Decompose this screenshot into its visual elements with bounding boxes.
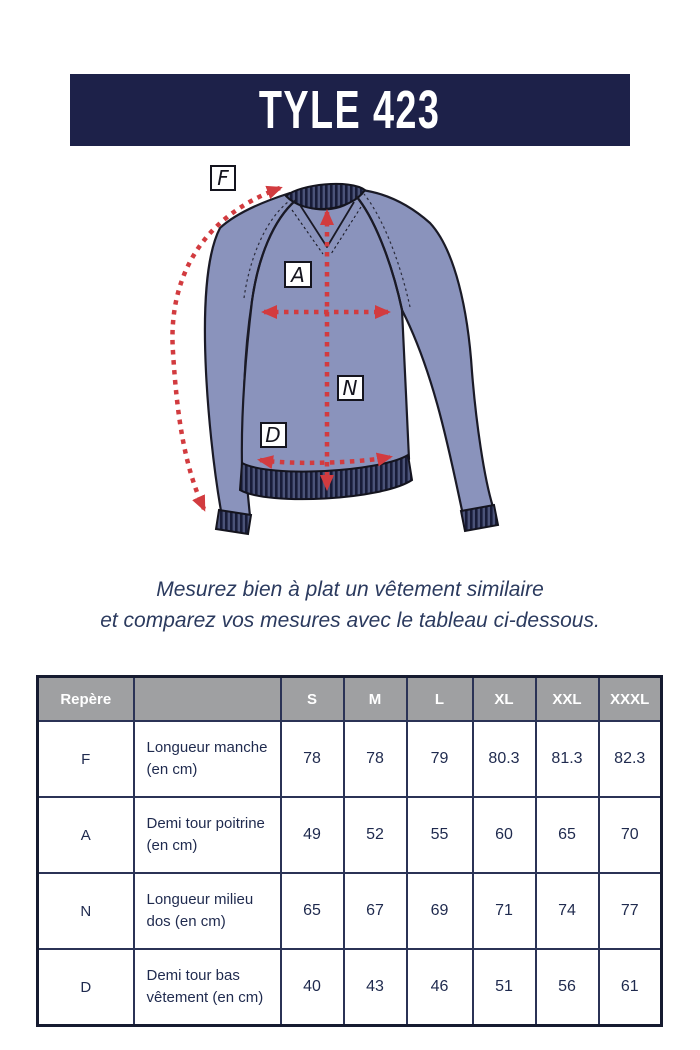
neck-v-stitches-right bbox=[330, 206, 362, 255]
measuring-instructions: Mesurez bien à plat un vêtement similair… bbox=[0, 574, 700, 636]
measure-label-N-text: N bbox=[343, 376, 358, 400]
garment-measure-diagram: F A N D bbox=[140, 160, 560, 570]
cell-value: 78 bbox=[342, 720, 408, 798]
measure-arrow-F bbox=[170, 185, 283, 512]
measure-label-F-text: F bbox=[217, 166, 229, 190]
cell-value: 78 bbox=[279, 720, 345, 798]
table-row-N: N Longueur milieu dos (en cm) 65 67 69 7… bbox=[36, 872, 663, 950]
cell-value: 82.3 bbox=[597, 720, 663, 798]
cell-value: 79 bbox=[405, 720, 474, 798]
cell-value: 69 bbox=[405, 872, 474, 950]
header-size-l: L bbox=[405, 675, 474, 722]
size-table-header-row: Repère S M L XL XXL XXXL bbox=[36, 675, 663, 722]
row-key: D bbox=[36, 948, 135, 1027]
cell-value: 67 bbox=[342, 872, 408, 950]
table-row-F: F Longueur manche (en cm) 78 78 79 80.3 … bbox=[36, 720, 663, 798]
measure-label-D: D bbox=[260, 422, 287, 448]
header-size-xxxl: XXXL bbox=[597, 675, 663, 722]
header-size-xxl: XXL bbox=[534, 675, 600, 722]
cell-value: 49 bbox=[279, 796, 345, 874]
row-key: F bbox=[36, 720, 135, 798]
cell-value: 80.3 bbox=[471, 720, 537, 798]
left-cuff-ribbing bbox=[214, 508, 253, 536]
cell-value: 52 bbox=[342, 796, 408, 874]
style-title: TYLE 423 bbox=[259, 80, 441, 140]
instruction-line-1: Mesurez bien à plat un vêtement similair… bbox=[156, 578, 544, 601]
measure-label-F: F bbox=[210, 165, 236, 191]
row-label: Demi tour bas vêtement (en cm) bbox=[132, 948, 282, 1027]
row-key: A bbox=[36, 796, 135, 874]
neck-v-stitches-left bbox=[291, 209, 324, 255]
right-raglan-stitches bbox=[363, 193, 411, 308]
cell-value: 60 bbox=[471, 796, 537, 874]
table-row-A: A Demi tour poitrine (en cm) 49 52 55 60… bbox=[36, 796, 663, 874]
cell-value: 81.3 bbox=[534, 720, 600, 798]
instruction-line-2: et comparez vos mesures avec le tableau … bbox=[100, 609, 600, 632]
cell-value: 51 bbox=[471, 948, 537, 1027]
header-repere: Repère bbox=[36, 675, 135, 722]
header-size-m: M bbox=[342, 675, 408, 722]
cell-value: 40 bbox=[279, 948, 345, 1027]
header-size-s: S bbox=[279, 675, 345, 722]
cell-value: 55 bbox=[405, 796, 474, 874]
measure-arrow-D bbox=[257, 452, 393, 470]
size-table: Repère S M L XL XXL XXXL F Longueur manc… bbox=[36, 675, 663, 1027]
row-label: Demi tour poitrine (en cm) bbox=[132, 796, 282, 874]
header-size-xl: XL bbox=[471, 675, 537, 722]
sweatshirt-illustration: F A N D bbox=[170, 165, 500, 536]
row-label: Longueur manche (en cm) bbox=[132, 720, 282, 798]
collar-ribbing bbox=[284, 182, 367, 210]
cell-value: 74 bbox=[534, 872, 600, 950]
right-raglan-seam bbox=[355, 195, 403, 311]
cell-value: 43 bbox=[342, 948, 408, 1027]
cell-value: 56 bbox=[534, 948, 600, 1027]
header-empty bbox=[132, 675, 282, 722]
measure-label-A: A bbox=[284, 261, 312, 288]
row-key: N bbox=[36, 872, 135, 950]
cell-value: 71 bbox=[471, 872, 537, 950]
measure-label-D-text: D bbox=[265, 423, 280, 447]
cell-value: 70 bbox=[597, 796, 663, 874]
table-row-D: D Demi tour bas vêtement (en cm) 40 43 4… bbox=[36, 948, 663, 1027]
style-banner: TYLE 423 bbox=[70, 74, 630, 146]
cell-value: 65 bbox=[279, 872, 345, 950]
measure-label-N: N bbox=[337, 375, 364, 401]
cell-value: 61 bbox=[597, 948, 663, 1027]
measure-label-A-text: A bbox=[289, 263, 305, 287]
size-table-container: Repère S M L XL XXL XXXL F Longueur manc… bbox=[36, 675, 663, 1027]
cell-value: 65 bbox=[534, 796, 600, 874]
row-label: Longueur milieu dos (en cm) bbox=[132, 872, 282, 950]
cell-value: 46 bbox=[405, 948, 474, 1027]
cell-value: 77 bbox=[597, 872, 663, 950]
right-cuff-ribbing bbox=[459, 503, 500, 533]
